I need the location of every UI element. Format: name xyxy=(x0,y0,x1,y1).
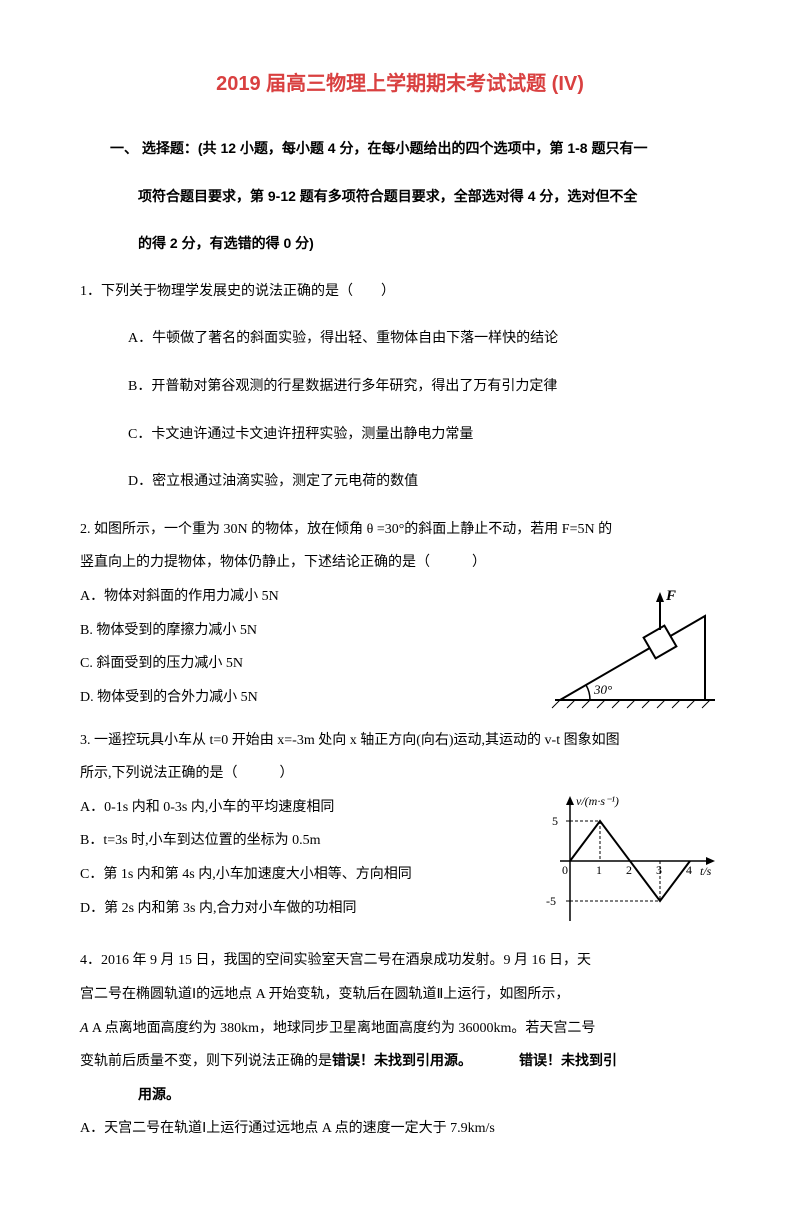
section-heading-line1: 一、 选择题：(共 12 小题，每小题 4 分，在每小题给出的四个选项中，第 1… xyxy=(80,132,720,166)
q4-line3-text: A 点离地面高度约为 380km，地球同步卫星离地面高度约为 36000km。若… xyxy=(92,1021,596,1036)
q1-option-d: D．密立根通过油滴实验，测定了元电荷的数值 xyxy=(80,465,720,499)
q3-xtick-2: 2 xyxy=(626,863,632,877)
q3-figure-vt-graph: v/(m·s⁻¹) t/s 5 -5 0 1 2 3 4 xyxy=(540,791,720,945)
q1-stem: 1．下列关于物理学发展史的说法正确的是（ ） xyxy=(80,275,720,309)
q3-xlabel: t/s xyxy=(700,864,712,878)
q3-stem-line1: 3. 一遥控玩具小车从 t=0 开始由 x=-3m 处向 x 轴正方向(向右)运… xyxy=(80,724,720,758)
q3-stem-line2: 所示,下列说法正确的是（ ） xyxy=(80,757,720,791)
q4-error-ref-2: 错误！未找到引 xyxy=(519,1054,617,1069)
q3-ytick-neg5: -5 xyxy=(546,894,556,908)
q4-line4-text: 变轨前后质量不变，则下列说法正确的是 xyxy=(80,1054,332,1069)
q2-angle-label: 30° xyxy=(593,682,612,697)
q4-error-ref-1: 错误！未找到引用源。 xyxy=(332,1054,472,1069)
q4-line2: 宫二号在椭圆轨道Ⅰ的远地点 A 开始变轨，变轨后在圆轨道Ⅱ上运行，如图所示， xyxy=(80,978,720,1012)
q4-line4: 变轨前后质量不变，则下列说法正确的是错误！未找到引用源。 错误！未找到引 xyxy=(80,1045,720,1079)
q4-line1: 4．2016 年 9 月 15 日，我国的空间实验室天宫二号在酒泉成功发射。9 … xyxy=(80,944,720,978)
section-heading-line2: 项符合题目要求，第 9-12 题有多项符合题目要求，全部选对得 4 分，选对但不… xyxy=(80,180,720,214)
q1-option-b: B．开普勒对第谷观测的行星数据进行多年研究，得出了万有引力定律 xyxy=(80,370,720,404)
q2-figure-incline: 30° F xyxy=(550,580,720,724)
section-text-1: 选择题：(共 12 小题，每小题 4 分，在每小题给出的四个选项中，第 1-8 … xyxy=(142,140,648,156)
q4-error-ref-3: 用源。 xyxy=(80,1079,720,1113)
q2-stem-line2: 竖直向上的力提物体，物体仍静止，下述结论正确的是（ ） xyxy=(80,546,720,580)
q3-xtick-3: 3 xyxy=(656,863,662,877)
q4-italic-a: A xyxy=(80,1021,92,1036)
q3-origin: 0 xyxy=(562,863,568,877)
q3-ytick-5: 5 xyxy=(552,814,558,828)
q4-option-a: A．天宫二号在轨道Ⅰ上运行通过远地点 A 点的速度一定大于 7.9km/s xyxy=(80,1112,720,1146)
section-heading-line3: 的得 2 分，有选错的得 0 分) xyxy=(80,227,720,261)
q3-ylabel: v/(m·s⁻¹) xyxy=(576,794,619,808)
q1-option-a: A．牛顿做了著名的斜面实验，得出轻、重物体自由下落一样快的结论 xyxy=(80,322,720,356)
q2-stem-line1: 2. 如图所示，一个重为 30N 的物体，放在倾角 θ =30°的斜面上静止不动… xyxy=(80,513,720,547)
q1-option-c: C．卡文迪许通过卡文迪许扭秤实验，测量出静电力常量 xyxy=(80,418,720,452)
q2-force-label: F xyxy=(665,588,676,604)
q4-line3: A A 点离地面高度约为 380km，地球同步卫星离地面高度约为 36000km… xyxy=(80,1012,720,1046)
section-label: 一、 xyxy=(110,140,138,156)
q3-xtick-1: 1 xyxy=(596,863,602,877)
page-title: 2019 届高三物理上学期期末考试试题 (IV) xyxy=(80,60,720,108)
